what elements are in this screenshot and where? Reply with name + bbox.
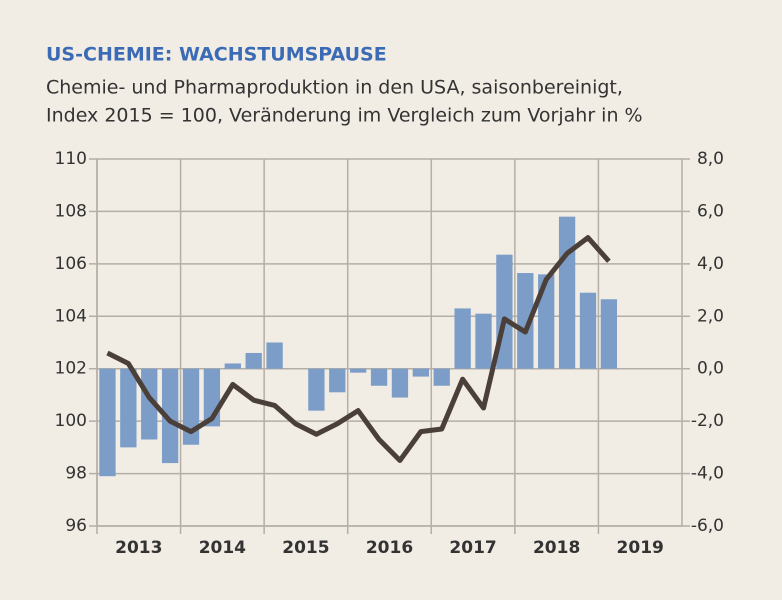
y-tick-label: 104 (55, 306, 87, 326)
bar (370, 368, 388, 386)
chart-subtitle: Chemie- und Pharmaproduktion in den USA,… (46, 77, 623, 99)
bar (517, 273, 534, 369)
x-tick-label: 2017 (449, 538, 496, 558)
y2-tick-label: 8,0 (697, 149, 724, 169)
bar (454, 308, 471, 369)
y2-tick-label: 0,0 (697, 359, 724, 379)
bar (600, 299, 618, 369)
y2-tick-label: -4,0 (691, 464, 724, 484)
y-tick-label: 106 (55, 254, 87, 274)
bar (475, 313, 492, 369)
y-tick-label: 98 (65, 464, 87, 484)
y2-tick-label: 4,0 (697, 254, 724, 274)
bar (579, 292, 597, 369)
bar (182, 368, 200, 445)
bar (245, 352, 262, 369)
x-tick-label: 2016 (366, 538, 413, 558)
chart-subtitle: Index 2015 = 100, Veränderung im Verglei… (46, 105, 643, 127)
x-tick-label: 2018 (533, 538, 580, 558)
bar (558, 216, 576, 369)
bar (433, 368, 450, 386)
y2-tick-label: -2,0 (691, 411, 724, 431)
bar (266, 342, 283, 369)
x-tick-label: 2015 (282, 538, 329, 558)
bar (161, 368, 179, 464)
y2-tick-label: -6,0 (691, 516, 724, 536)
y-tick-label: 108 (55, 201, 87, 221)
bar (308, 368, 325, 411)
bar (538, 274, 555, 369)
y-tick-label: 110 (55, 149, 87, 169)
x-tick-label: 2014 (199, 538, 246, 558)
chart-title: US-CHEMIE: WACHSTUMSPAUSE (46, 44, 387, 66)
y-tick-label: 100 (55, 411, 87, 431)
bar (329, 368, 346, 393)
y-tick-label: 96 (65, 516, 87, 536)
y2-tick-label: 2,0 (697, 306, 724, 326)
bar (412, 368, 429, 377)
line (106, 235, 611, 463)
x-tick-label: 2013 (115, 538, 162, 558)
bar (350, 368, 367, 373)
x-tick-label: 2019 (617, 538, 664, 558)
bar (99, 368, 116, 477)
y2-tick-label: 6,0 (697, 201, 724, 221)
y-tick-label: 102 (55, 359, 87, 379)
bar (120, 368, 137, 448)
bar (391, 368, 409, 398)
bar (224, 363, 241, 369)
